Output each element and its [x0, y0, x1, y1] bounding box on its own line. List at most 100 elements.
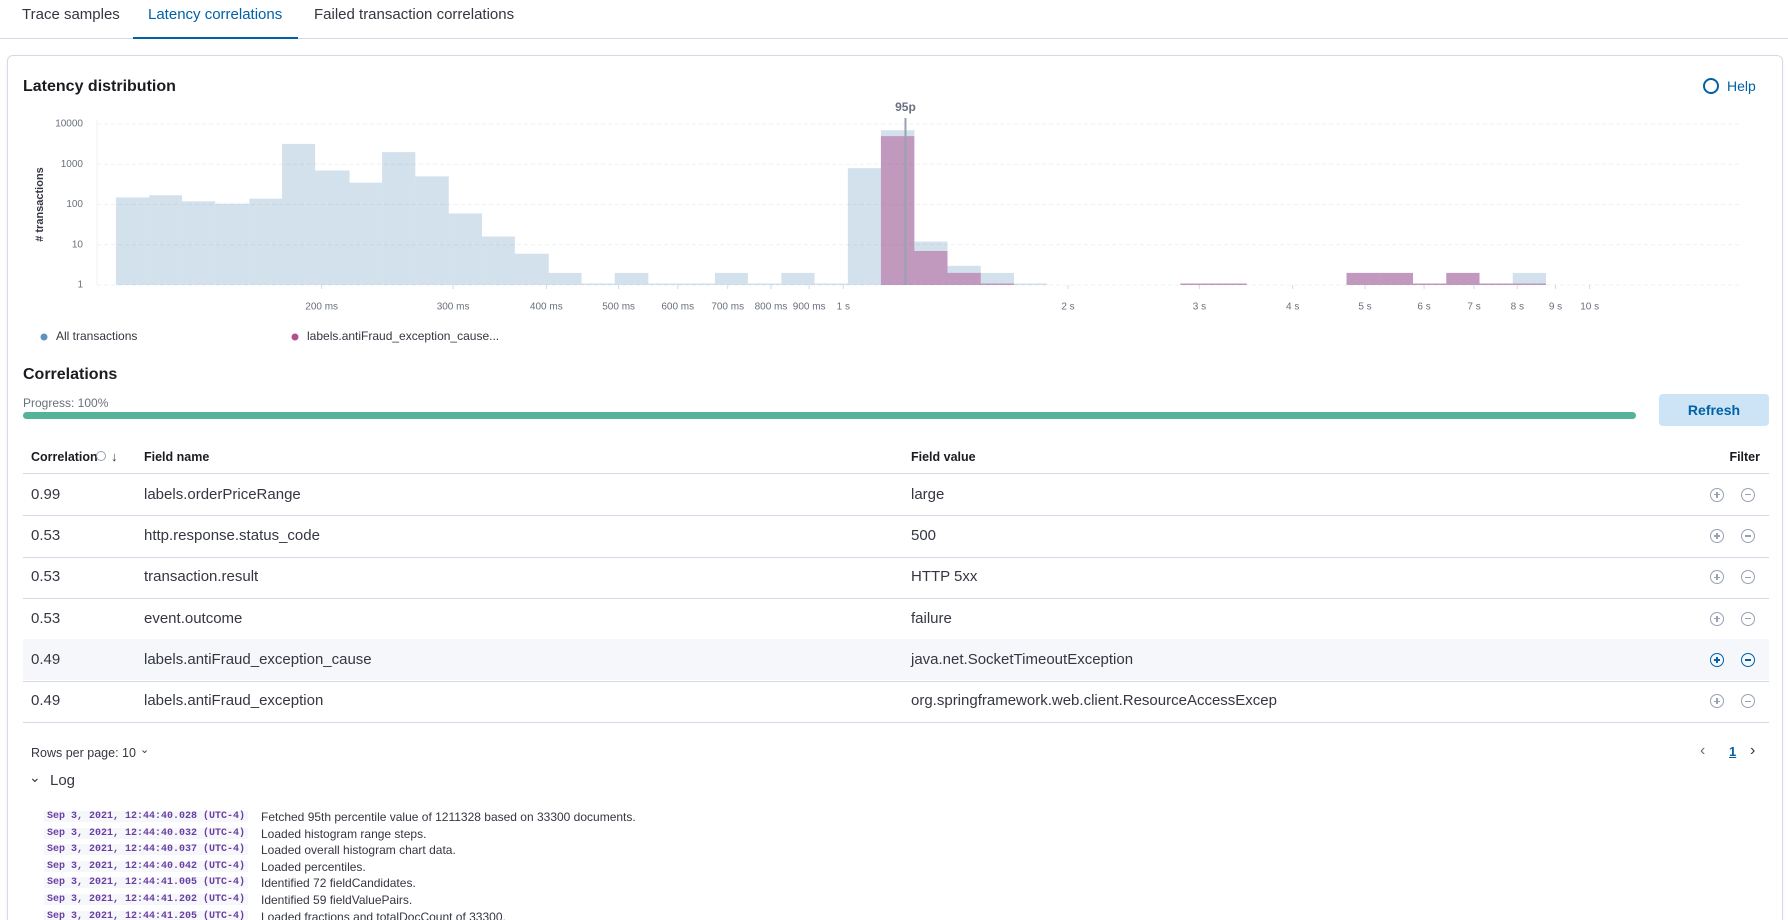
legend-dot [291, 333, 299, 341]
x-tick-label: 300 ms [437, 302, 470, 313]
histogram-bar [448, 213, 483, 285]
icon-stroke [1716, 656, 1718, 663]
x-tick-label: 4 s [1286, 302, 1299, 313]
cell: failure [911, 609, 952, 627]
histogram-bar [747, 283, 782, 285]
histogram-bar [1512, 272, 1547, 285]
cell: 500 [911, 526, 937, 544]
filter-exclude[interactable] [1741, 652, 1755, 667]
histogram-bar [1213, 283, 1247, 285]
histogram-bar [980, 272, 1014, 285]
tab-separator [0, 38, 1788, 39]
icon-stroke [1716, 698, 1718, 705]
icon-stroke [1745, 659, 1751, 661]
row-line [23, 597, 1769, 599]
tab[interactable]: Failed transaction correlations [314, 6, 515, 23]
cell: large [911, 485, 945, 503]
y-tick-label: 10 [72, 239, 84, 250]
icon-stroke [1745, 535, 1751, 537]
log-chevron[interactable]: ⌄ [29, 769, 41, 785]
filter-exclude[interactable] [1741, 570, 1755, 585]
next-page[interactable]: › [1750, 742, 1756, 759]
legend-dot [40, 333, 48, 341]
log-title[interactable]: Log [50, 772, 76, 789]
filter-include[interactable] [1710, 611, 1724, 626]
cell: 0.49 [31, 650, 61, 668]
icon-stroke [1716, 491, 1718, 498]
y-axis-title: # transactions [34, 167, 46, 242]
cell: http.response.status_code [144, 526, 320, 544]
x-tick-label: 700 ms [711, 302, 744, 313]
filter-exclude[interactable] [1741, 611, 1755, 626]
filter-include[interactable] [1710, 570, 1724, 585]
log-time: Sep 3, 2021, 12:44:40.042 (UTC-4) [44, 860, 249, 872]
tab-underline [133, 37, 298, 39]
filter-include[interactable] [1710, 694, 1724, 709]
histogram-bar [714, 272, 748, 285]
x-tick-label: 10 s [1580, 302, 1599, 313]
refresh-button[interactable]: Refresh [1659, 394, 1769, 426]
prev-page[interactable]: ‹ [1700, 742, 1706, 759]
histogram-bar [1379, 272, 1413, 285]
log-time: Sep 3, 2021, 12:44:41.202 (UTC-4) [44, 894, 249, 905]
y-tick-label: 100 [66, 199, 83, 210]
log-message: Identified 59 fieldValuePairs. [261, 893, 413, 907]
row-hover [23, 639, 1769, 681]
help-link[interactable]: Help [1703, 78, 1756, 94]
filter-exclude[interactable] [1741, 694, 1755, 709]
histogram-bar [482, 236, 515, 285]
cell: event.outcome [144, 609, 243, 627]
histogram-bar [215, 203, 250, 285]
histogram-bar [149, 195, 183, 285]
tab[interactable]: Latency correlations [148, 6, 283, 23]
log-message: Loaded overall histogram chart data. [261, 843, 456, 858]
histogram-bar [614, 272, 649, 285]
histogram-bar [1479, 283, 1513, 285]
percentile-label: 95p [895, 100, 916, 114]
histogram-bar [581, 283, 615, 285]
histogram-bar [315, 170, 350, 285]
column-header: Field name [144, 450, 210, 464]
log-time: Sep 3, 2021, 12:44:40.032 (UTC-4) [44, 827, 249, 839]
legend-label: All transactions [56, 329, 137, 343]
histogram-bar [548, 272, 582, 285]
x-tick-label: 600 ms [661, 302, 694, 313]
histogram-bar [1412, 283, 1447, 285]
histogram-bar [814, 283, 848, 285]
log-time: Sep 3, 2021, 12:44:40.037 (UTC-4) [44, 844, 249, 856]
x-tick-label: 9 s [1549, 302, 1562, 313]
icon-stroke [1716, 532, 1718, 539]
panel [7, 55, 1783, 920]
histogram-bar [1446, 272, 1480, 285]
help-icon [1703, 78, 1719, 94]
rows-per-page[interactable]: Rows per page: 10 [31, 746, 136, 760]
cell: 0.53 [31, 568, 61, 586]
cell: labels.orderPriceRange [144, 485, 301, 503]
row-line [23, 680, 1769, 682]
filter-include[interactable] [1710, 528, 1724, 543]
y-tick-label: 1000 [61, 159, 84, 170]
latency-chart: 1 10 100 1000 10000 # transactions 200 ms 300 m… [34, 100, 1742, 343]
tab[interactable]: Trace samples [22, 6, 120, 23]
page-number[interactable]: 1 [1729, 744, 1737, 759]
y-tick-label: 10000 [55, 119, 83, 130]
histogram-bar [382, 152, 416, 285]
x-tick-label: 2 s [1061, 302, 1074, 313]
row-line [23, 515, 1769, 517]
histogram-bar [947, 272, 981, 285]
x-tick-label: 500 ms [602, 302, 635, 313]
filter-include[interactable] [1710, 487, 1724, 502]
column-header[interactable]: Correlation [31, 450, 98, 464]
log-time: Sep 3, 2021, 12:44:40.028 (UTC-4) [44, 811, 249, 822]
histogram-bar [115, 197, 150, 285]
filter-include[interactable] [1710, 652, 1724, 667]
icon-stroke [1745, 576, 1751, 578]
section-title: Correlations [23, 366, 118, 383]
histogram-bar [1346, 272, 1380, 285]
cell: 0.53 [31, 526, 61, 544]
histogram-bar [349, 182, 383, 285]
log-message: Loaded percentiles. [261, 859, 366, 874]
filter-exclude[interactable] [1741, 487, 1755, 502]
filter-exclude[interactable] [1741, 528, 1755, 543]
row-line [23, 721, 1769, 723]
